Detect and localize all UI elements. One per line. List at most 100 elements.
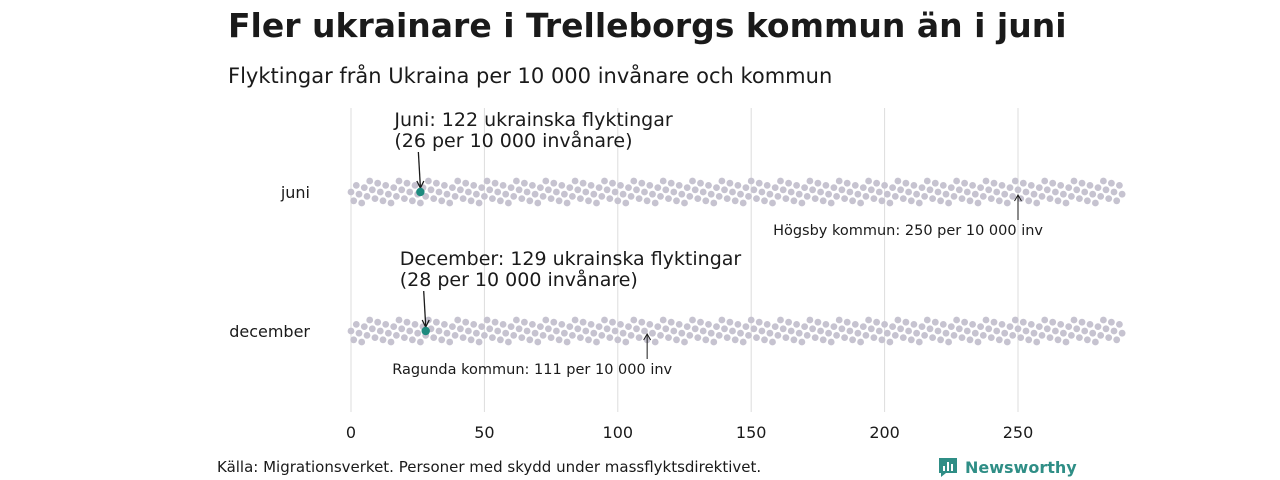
- data-point: [1030, 190, 1038, 198]
- data-point: [817, 327, 824, 335]
- data-point: [499, 321, 507, 328]
- data-point: [795, 190, 803, 198]
- data-point: [958, 334, 966, 341]
- data-point: [403, 179, 411, 187]
- data-point: [654, 323, 662, 330]
- data-point: [379, 336, 387, 344]
- data-point: [782, 195, 790, 203]
- data-point: [942, 190, 950, 198]
- data-point: [550, 179, 558, 187]
- data-point: [939, 182, 947, 189]
- data-point: [390, 184, 398, 192]
- data-point: [574, 186, 582, 194]
- data-point: [595, 323, 603, 330]
- data-point: [955, 325, 963, 333]
- data-point: [1052, 188, 1059, 196]
- data-point: [1084, 336, 1091, 344]
- data-point: [1043, 325, 1051, 333]
- data-point: [1100, 177, 1107, 185]
- data-point: [929, 195, 936, 203]
- data-point: [1035, 323, 1043, 330]
- data-point: [1070, 316, 1078, 324]
- data-point: [1014, 186, 1022, 194]
- data-point: [462, 179, 470, 187]
- data-point: [755, 179, 763, 187]
- data-point: [489, 334, 496, 341]
- data-point: [1081, 188, 1089, 196]
- data-point: [475, 199, 483, 207]
- data-point: [515, 186, 523, 194]
- data-point: [859, 184, 867, 192]
- data-point: [585, 197, 592, 205]
- data-point: [726, 318, 734, 326]
- data-point: [921, 332, 928, 339]
- source-note: Källa: Migrationsverket. Personer med sk…: [217, 458, 762, 476]
- data-point: [1065, 323, 1073, 330]
- data-point: [651, 338, 659, 346]
- data-point: [553, 188, 560, 196]
- data-point: [897, 325, 904, 333]
- data-point: [1033, 338, 1041, 346]
- data-point: [625, 323, 632, 330]
- data-point: [715, 332, 723, 339]
- data-point: [998, 321, 1006, 328]
- data-point: [905, 327, 912, 335]
- brand-logo[interactable]: Newsworthy: [937, 456, 1077, 478]
- data-point: [499, 182, 507, 189]
- data-point: [433, 179, 440, 187]
- data-point: [782, 334, 790, 341]
- data-point: [454, 177, 462, 185]
- data-point: [627, 332, 635, 339]
- data-point: [366, 177, 374, 185]
- data-point: [1054, 336, 1062, 344]
- data-point: [558, 321, 566, 328]
- data-point: [1065, 184, 1073, 192]
- data-point: [865, 316, 872, 324]
- data-point: [526, 197, 534, 205]
- data-point: [841, 195, 848, 203]
- data-point: [675, 182, 683, 189]
- data-point: [995, 197, 1003, 205]
- data-point: [518, 195, 526, 203]
- data-point: [627, 193, 635, 200]
- data-point: [593, 338, 600, 346]
- data-point: [758, 188, 766, 196]
- highlight-annotation-line1: Juni: 122 ukrainska flyktingar: [393, 109, 672, 131]
- data-point: [531, 190, 539, 198]
- data-point: [537, 323, 544, 330]
- data-point: [731, 197, 739, 205]
- data-point: [686, 332, 694, 339]
- data-point: [990, 179, 998, 187]
- data-point: [686, 193, 694, 200]
- data-point: [537, 184, 544, 192]
- data-point: [393, 193, 400, 200]
- data-point: [681, 338, 688, 346]
- data-point: [521, 318, 528, 326]
- data-point: [649, 190, 656, 198]
- data-point: [910, 182, 918, 189]
- data-point: [387, 199, 395, 207]
- data-point: [1041, 177, 1049, 185]
- data-point: [355, 329, 363, 337]
- data-point: [449, 323, 456, 330]
- data-point: [651, 199, 659, 207]
- data-point: [483, 177, 491, 185]
- data-point: [630, 177, 638, 185]
- data-point: [966, 336, 974, 344]
- data-point: [494, 188, 502, 196]
- data-point: [505, 338, 512, 346]
- data-point: [459, 334, 467, 341]
- data-point: [502, 329, 510, 337]
- data-point: [593, 199, 600, 207]
- data-point: [635, 334, 643, 341]
- data-point: [1108, 318, 1115, 326]
- data-point: [934, 188, 942, 196]
- data-point: [435, 188, 443, 196]
- data-point: [873, 179, 880, 187]
- data-point: [601, 177, 608, 185]
- data-point: [801, 323, 808, 330]
- data-point: [611, 327, 619, 335]
- data-point: [633, 325, 640, 333]
- data-point: [963, 188, 971, 196]
- data-point: [683, 184, 691, 192]
